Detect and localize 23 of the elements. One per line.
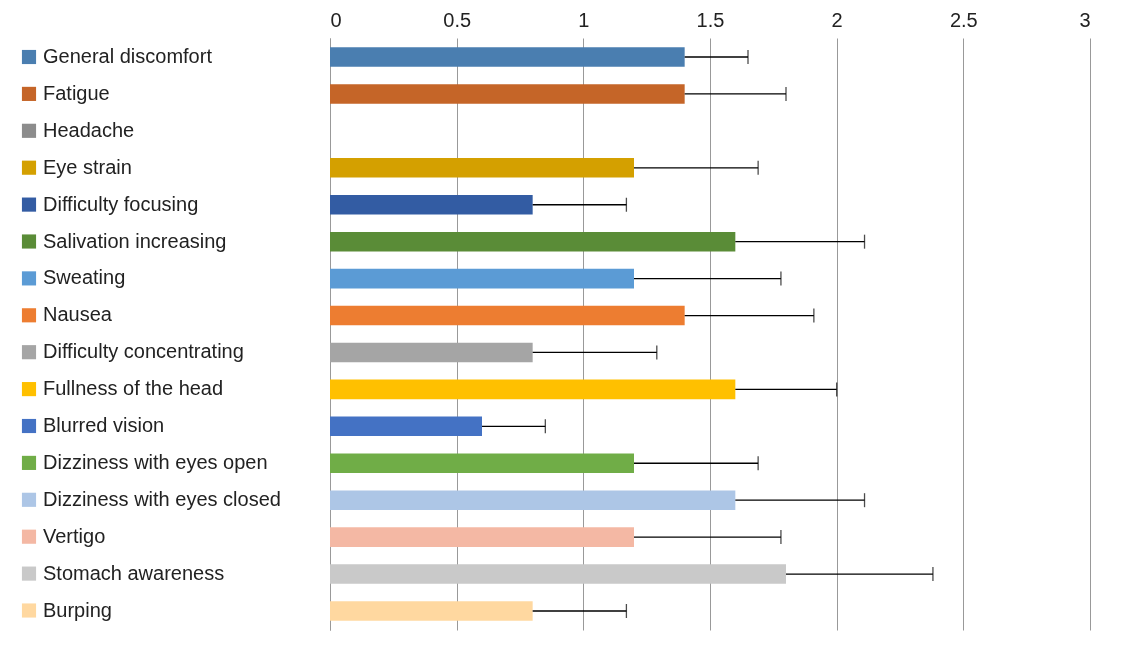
legend-label: Vertigo [43, 524, 106, 547]
legend-label: Stomach awareness [43, 561, 225, 584]
legend-label: Difficulty concentrating [43, 340, 244, 363]
legend-label: Headache [43, 118, 135, 141]
legend-label: Burping [43, 598, 112, 621]
x-tick-label: 3 [1079, 8, 1091, 31]
legend-label: General discomfort [43, 45, 213, 67]
x-tick-label: 2 [831, 8, 843, 31]
legend-label: Dizziness with eyes closed [43, 487, 281, 510]
legend-label: Salivation increasing [43, 229, 227, 252]
legend-label: Dizziness with eyes open [43, 450, 268, 473]
legend-label: Blurred vision [43, 414, 165, 436]
x-tick-label: 1.5 [696, 8, 725, 31]
x-tick-label: 2.5 [949, 8, 978, 31]
x-tick-label: 0 [330, 8, 342, 31]
legend-label: Nausea [43, 303, 113, 326]
legend-label: Fatigue [43, 81, 110, 104]
legend-label: Sweating [43, 266, 126, 289]
legend-label: Fullness of the head [43, 377, 224, 400]
x-tick-label: 0.5 [443, 8, 472, 31]
legend-label: Eye strain [43, 155, 132, 178]
legend-label: Difficulty focusing [43, 192, 199, 215]
x-tick-label: 1 [578, 8, 590, 31]
